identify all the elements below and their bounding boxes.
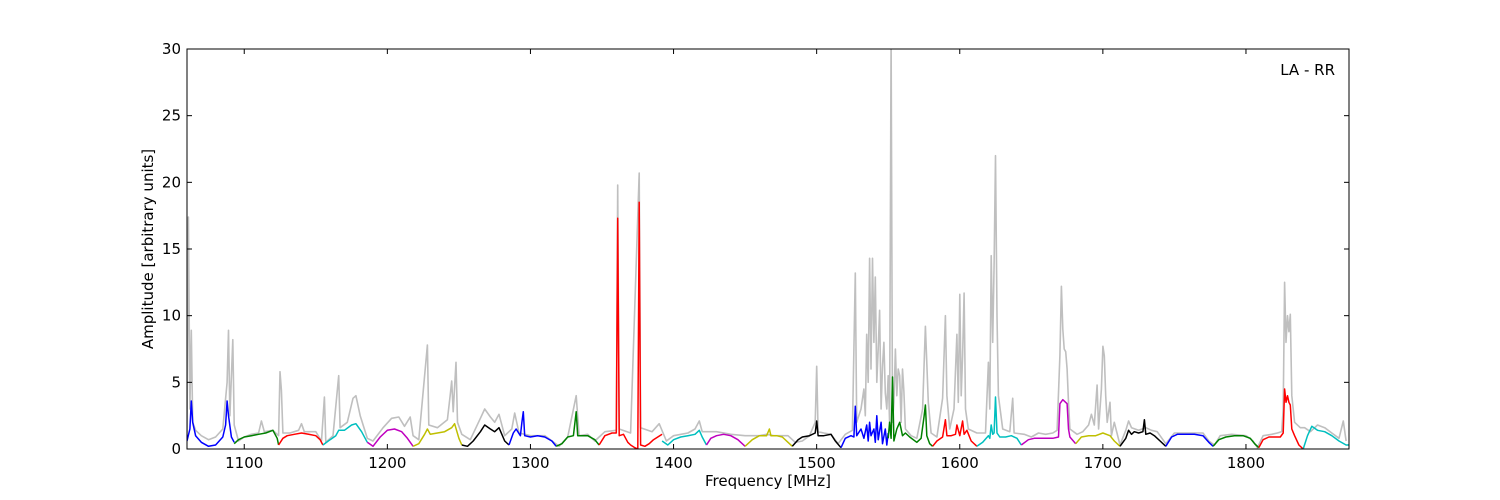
series-line-2 xyxy=(233,429,280,446)
y-tick-label: 30 xyxy=(162,40,181,58)
series-line-19 xyxy=(1020,398,1077,446)
series-line-12 xyxy=(705,433,746,447)
series-line-24 xyxy=(1258,388,1304,449)
series-line-1 xyxy=(187,400,235,448)
series-line-10 xyxy=(598,201,663,449)
series-line-6 xyxy=(412,422,463,447)
series-line-7 xyxy=(461,424,510,448)
x-tick-label: 1800 xyxy=(1227,454,1265,472)
series-line-13 xyxy=(744,428,793,447)
series-line-4 xyxy=(322,422,368,446)
series-line-11 xyxy=(661,429,708,446)
x-tick-label: 1100 xyxy=(225,454,263,472)
series-line-23 xyxy=(1212,434,1260,449)
series-line-9 xyxy=(555,410,600,447)
series-group xyxy=(187,201,1349,449)
x-axis-label: Frequency [MHz] xyxy=(705,472,831,490)
x-tick-label: 1200 xyxy=(368,454,406,472)
panel-annotation: LA - RR xyxy=(1280,61,1335,79)
y-tick-label: 25 xyxy=(162,107,181,125)
series-line-8 xyxy=(508,410,557,447)
series-line-16 xyxy=(887,376,934,447)
x-tick-label: 1300 xyxy=(511,454,549,472)
background-spectrum xyxy=(187,49,1347,449)
y-tick-label: 5 xyxy=(171,373,181,391)
x-tick-label: 1400 xyxy=(654,454,692,472)
series-line-21 xyxy=(1119,418,1167,447)
series-line-20 xyxy=(1075,432,1121,447)
series-line-17 xyxy=(932,418,978,447)
y-tick-label: 15 xyxy=(162,240,181,258)
series-line-3 xyxy=(277,432,324,446)
y-axis-label: Amplitude [arbitrary units] xyxy=(139,149,157,349)
x-tick-label: 1500 xyxy=(798,454,836,472)
series-line-18 xyxy=(976,396,1022,447)
y-tick-label: 0 xyxy=(171,440,181,458)
series-line-25 xyxy=(1302,425,1349,449)
series-line-15 xyxy=(840,405,889,449)
series-line-22 xyxy=(1165,433,1214,447)
series-line-14 xyxy=(791,420,842,449)
axes-group: 1100 1200 1300 1400 1500 1600 1700 1800 0 5 10 15 20… xyxy=(162,40,1350,472)
series-line-5 xyxy=(366,428,414,448)
y-tick-label: 20 xyxy=(162,173,181,191)
y-tick-label: 10 xyxy=(162,307,181,325)
x-tick-label: 1600 xyxy=(941,454,979,472)
background-spectrum-line xyxy=(187,49,1347,449)
x-tick-label: 1700 xyxy=(1084,454,1122,472)
